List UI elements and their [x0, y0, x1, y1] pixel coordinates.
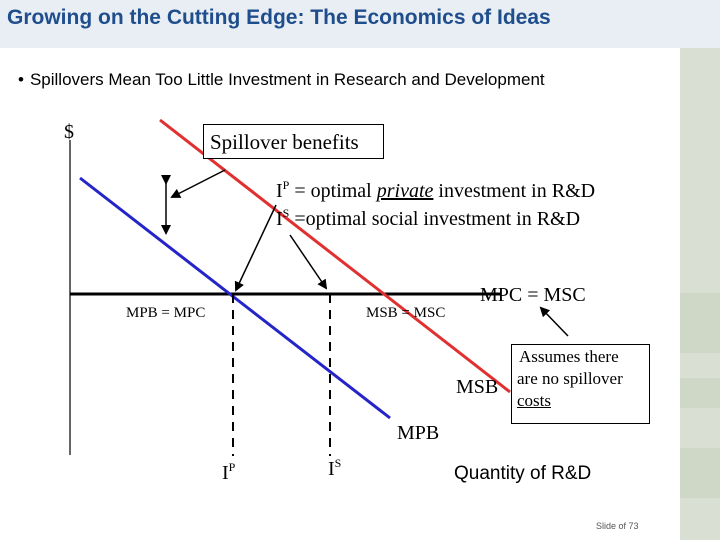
ip-tick-label: IP — [222, 460, 236, 485]
is-tick-base: I — [328, 458, 335, 480]
spillover-pointer-arrow — [170, 169, 226, 198]
bullet-text: Spillovers Mean Too Little Investment in… — [29, 70, 545, 89]
bullet-point: • Spillovers Mean Too Little Investment i… — [18, 70, 545, 90]
slide-number: Slide of 73 — [596, 521, 639, 531]
is-def-text: =optimal social investment in R&D — [289, 208, 581, 230]
is-def-base: I — [276, 208, 283, 230]
msb-label: MSB — [456, 376, 499, 398]
spillover-box: Spillover benefits — [203, 124, 384, 159]
slide-title: Growing on the Cutting Edge: The Economi… — [7, 6, 551, 29]
ip-def-suffix: investment in R&D — [433, 180, 596, 202]
msb-curve — [159, 118, 511, 394]
assumption-pointer-arrow — [539, 306, 569, 337]
decorative-stripe — [680, 448, 720, 498]
decorative-stripe — [680, 378, 720, 408]
ip-pointer-arrow — [234, 204, 277, 292]
assumption-box: Assumes there are no spillover costs — [511, 344, 650, 424]
ip-def-private: private — [376, 180, 434, 202]
is-def-sup: S — [282, 206, 290, 220]
msb-msc-label: MSB = MSC — [366, 305, 446, 321]
assumption-line-1: Assumes there — [519, 347, 619, 366]
mpb-curve — [79, 176, 391, 420]
mpb-label: MPB — [397, 422, 440, 444]
title-bar — [0, 0, 720, 48]
is-definition: IS =optimal social investment in R&D — [276, 206, 581, 231]
y-axis-label: $ — [64, 121, 74, 143]
is-pointer-arrow — [289, 234, 328, 290]
ip-def-sup: P — [282, 178, 290, 192]
assumption-line-3: costs — [517, 391, 551, 410]
mpb-mpc-label: MPB = MPC — [126, 305, 206, 321]
bullet-icon: • — [18, 70, 24, 89]
spillover-box-text: Spillover benefits — [210, 130, 359, 154]
ip-definition: IP = optimal private investment in R&D — [276, 178, 596, 203]
decorative-side-band — [680, 48, 720, 540]
decorative-stripe — [680, 293, 720, 353]
x-axis-label: Quantity of R&D — [454, 463, 592, 484]
ip-def-base: I — [276, 180, 283, 202]
assumption-line-2: are no spillover — [517, 369, 623, 388]
ip-tick-sup: P — [228, 460, 236, 474]
is-tick-sup: S — [334, 456, 342, 470]
ip-def-prefix: = optimal — [289, 180, 377, 202]
mpc-msc-label: MPC = MSC — [480, 284, 586, 306]
is-tick-label: IS — [328, 456, 342, 481]
ip-tick-base: I — [222, 462, 229, 484]
